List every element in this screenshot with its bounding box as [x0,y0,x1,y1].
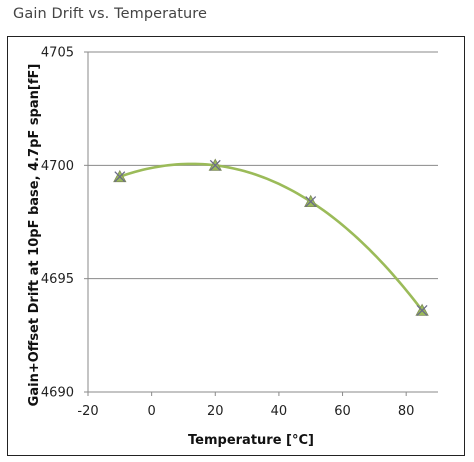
point-x-mark [305,196,317,208]
trendline [119,162,424,312]
chart-frame [7,36,465,456]
y-tick-label: 4705 [41,46,74,61]
y-tick-label: 4690 [41,386,74,401]
x-tick-label: -20 [77,404,98,419]
x-tick-label: 80 [398,404,415,419]
x-tick-label: 40 [271,404,288,419]
y-tick-label: 4695 [41,272,74,287]
x-tick-label: 0 [147,404,155,419]
x-axis-label: Temperature [°C] [188,433,314,448]
data-point [208,158,222,171]
data-point [304,194,318,208]
point-x-mark [416,304,428,316]
x-tick-label: 60 [334,404,351,419]
x-tick-label: 20 [207,404,224,419]
chart-title: Gain Drift vs. Temperature [13,6,208,22]
data-point [415,303,429,316]
y-tick-label: 4700 [41,159,74,174]
data-point [113,169,127,183]
point-x-mark [209,159,221,171]
y-axis-label: Gain+Offset Drift at 10pF base, 4.7pF sp… [27,64,42,407]
point-x-mark [114,171,126,183]
